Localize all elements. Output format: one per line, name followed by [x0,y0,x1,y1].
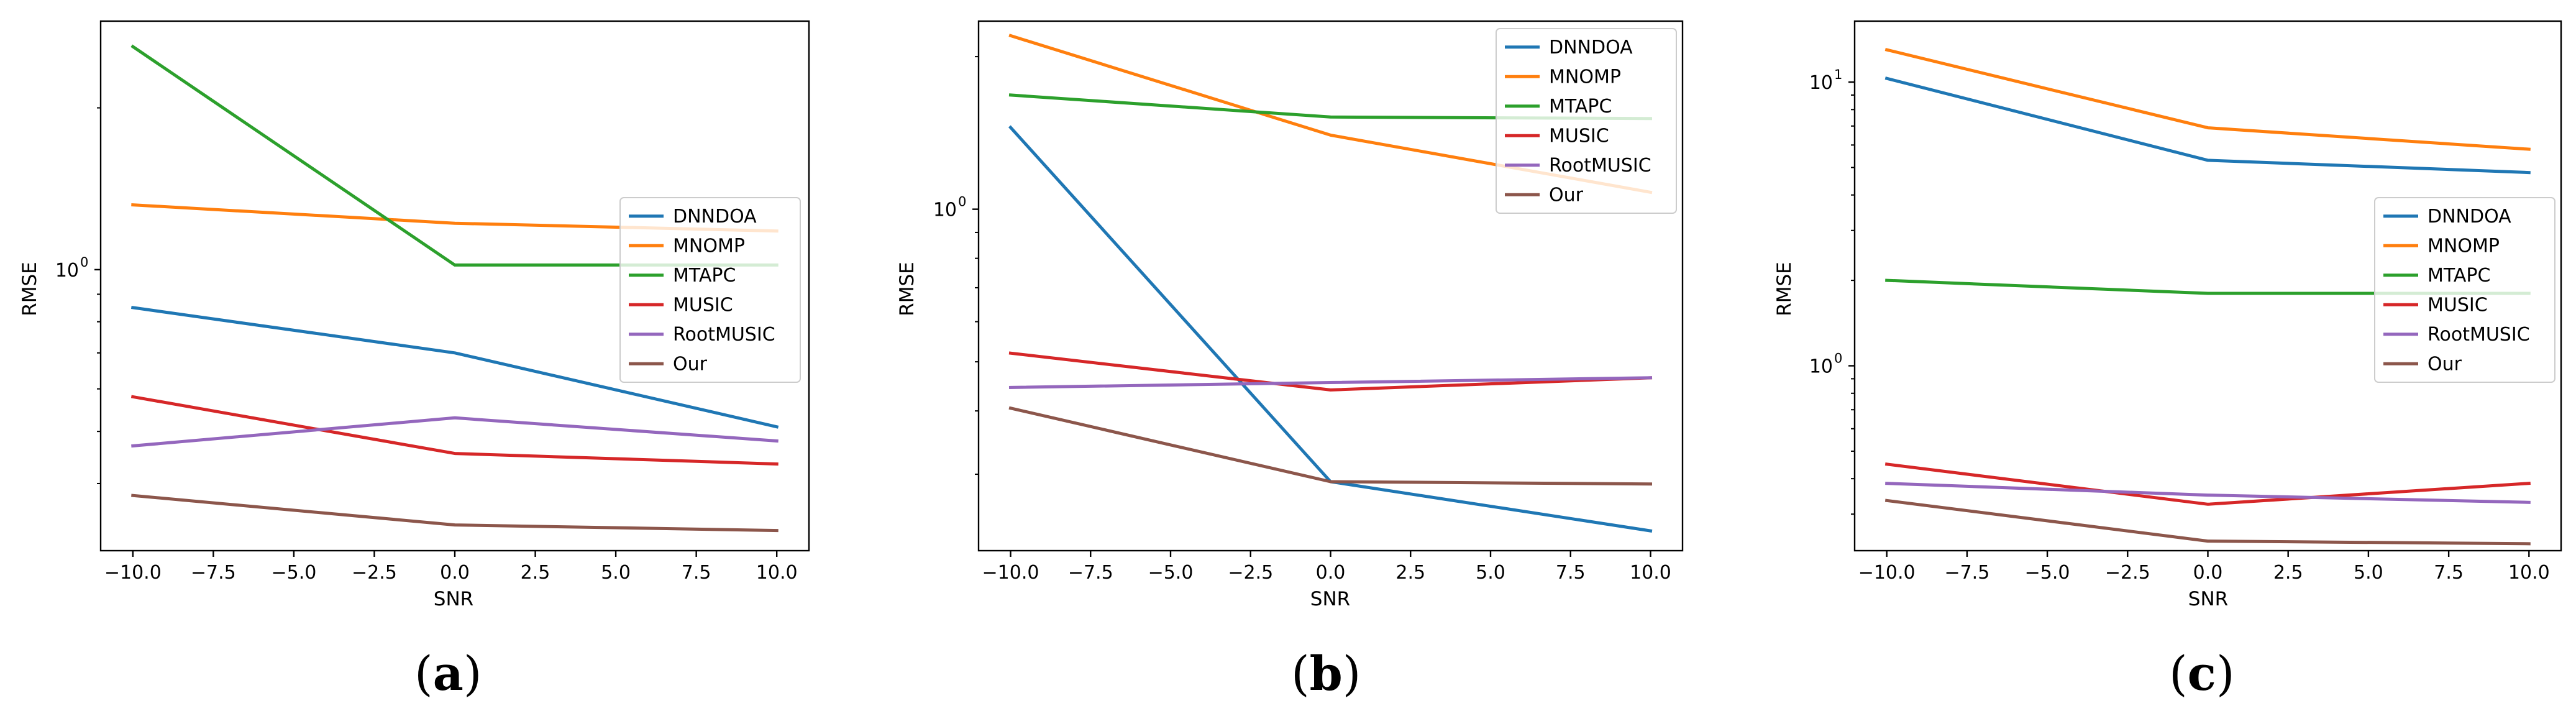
series-line-mnomp-c [1884,48,2531,151]
legend-box-c [2374,197,2555,383]
legend-label-dnndoa-b: DNNDOA [1549,37,1633,58]
plot-area-b: −10.0 −7.5 −5.0 −2.5 0.0 2.5 5.0 7.5 10.0 10 0 DNND… [933,20,1684,584]
y-tick-label-exponent-a: 0 [80,255,88,270]
panel-label-letter-b: b [1310,646,1343,701]
series-line-our-c [1884,498,2531,546]
y-tick-label-c: 10 [1809,72,1833,94]
x-tick-label-a: −5.0 [271,562,316,584]
legend-label-mnomp-b: MNOMP [1549,66,1621,88]
legend-label-dnndoa-c: DNNDOA [2428,206,2511,227]
legend-label-mtapc-b: MTAPC [1549,96,1612,117]
plot-area-a: −10.0 −7.5 −5.0 −2.5 0.0 2.5 5.0 7.5 10.0 10 0 DNND… [55,20,810,584]
x-axis-label-b: SNR [1310,588,1350,610]
legend-label-rootmusic-a: RootMUSIC [673,324,775,346]
x-tick-label-a: 5.0 [601,562,631,584]
panel-label-b: (b) [1291,646,1361,701]
x-tick-label-c: 2.5 [2273,562,2303,584]
series-line-rootmusic-b [1008,376,1653,389]
x-tick-label-b: 5.0 [1476,562,1505,584]
x-tick-label-c: 7.5 [2434,562,2464,584]
legend-label-music-c: MUSIC [2428,294,2488,316]
y-tick-label-a: 10 [55,260,79,282]
series-line-dnndoa-c [1884,76,2531,175]
panel-label-a: (a) [414,646,482,701]
y-tick-label-exponent-b: 0 [958,195,966,209]
legend-box-a [619,197,801,383]
y-axis-label-a: RMSE [19,262,41,316]
x-tick-label-a: 10.0 [756,562,798,584]
x-tick-label-b: −7.5 [1068,562,1113,584]
legend-label-mnomp-a: MNOMP [673,235,745,257]
y-axis-label-c: RMSE [1773,262,1796,316]
panel-label-letter-a: a [433,646,464,701]
series-line-our-a [131,493,779,533]
legend-label-our-b: Our [1549,184,1584,206]
y-tick-label-exponent-c: 0 [1834,351,1842,366]
x-tick-label-b: 2.5 [1395,562,1425,584]
legend-label-music-b: MUSIC [1549,125,1609,147]
x-tick-label-c: −10.0 [1858,562,1916,584]
x-tick-label-b: 10.0 [1630,562,1671,584]
legend-box-b [1496,28,1677,214]
legend-label-mnomp-c: MNOMP [2428,235,2500,257]
x-tick-label-c: −7.5 [1944,562,1989,584]
series-line-our-b [1008,406,1653,486]
x-axis-label-c: SNR [2188,588,2228,610]
x-tick-label-c: −2.5 [2105,562,2150,584]
legend-label-our-c: Our [2428,353,2462,375]
series-line-music-a [130,395,779,466]
x-tick-label-a: 0.0 [440,562,470,584]
series-line-rootmusic-c [1885,482,2531,504]
panel-label-letter-c: c [2188,646,2216,701]
legend-label-mtapc-c: MTAPC [2428,265,2490,287]
legend-a: DNNDOA MNOMP MTAPC MUSIC RootMUSIC Our [619,197,801,383]
x-tick-label-b: 7.5 [1556,562,1586,584]
y-tick-label-exponent-c: 1 [1834,67,1842,82]
x-tick-label-a: 2.5 [521,562,550,584]
legend-c: DNNDOA MNOMP MTAPC MUSIC RootMUSIC Our [2374,197,2555,383]
x-tick-label-a: −10.0 [104,562,162,584]
x-tick-label-c: −5.0 [2025,562,2070,584]
chart-panel-c: −10.0 −7.5 −5.0 −2.5 0.0 2.5 5.0 7.5 10.010 010 1D… [1773,20,2562,701]
x-tick-label-b: −2.5 [1228,562,1273,584]
legend-label-rootmusic-c: RootMUSIC [2428,324,2530,346]
series-line-rootmusic-a [131,416,779,448]
x-tick-label-a: −7.5 [191,562,236,584]
legend-label-dnndoa-a: DNNDOA [673,206,757,227]
series-line-music-b [1008,351,1653,392]
series-line-music-c [1884,462,2531,506]
chart-panel-b: −10.0 −7.5 −5.0 −2.5 0.0 2.5 5.0 7.5 10.0 10 0 DNND… [896,20,1684,701]
y-tick-label-b: 10 [933,200,957,221]
panel-label-c: (c) [2169,646,2235,701]
legend-label-mtapc-a: MTAPC [673,265,736,287]
x-tick-label-b: −10.0 [982,562,1039,584]
plot-area-c: −10.0 −7.5 −5.0 −2.5 0.0 2.5 5.0 7.5 10.010 010 1D… [1809,20,2562,584]
y-axis-label-b: RMSE [896,262,918,316]
y-tick-label-c: 10 [1809,356,1833,378]
x-tick-label-c: 0.0 [2193,562,2223,584]
series-line-dnndoa-a [130,306,779,429]
chart-panel-a: −10.0 −7.5 −5.0 −2.5 0.0 2.5 5.0 7.5 10.0 10 0 DNND… [19,20,810,701]
legend-label-our-a: Our [673,353,708,375]
x-tick-label-a: −2.5 [352,562,397,584]
x-tick-label-a: 7.5 [682,562,711,584]
legend-label-rootmusic-b: RootMUSIC [1549,155,1651,177]
x-tick-label-b: 0.0 [1316,562,1346,584]
legend-label-music-a: MUSIC [673,294,733,316]
x-axis-label-a: SNR [434,588,473,610]
x-tick-label-b: −5.0 [1148,562,1194,584]
x-tick-label-c: 5.0 [2354,562,2383,584]
legend-b: DNNDOA MNOMP MTAPC MUSIC RootMUSIC Our [1496,28,1677,214]
x-tick-label-c: 10.0 [2508,562,2550,584]
